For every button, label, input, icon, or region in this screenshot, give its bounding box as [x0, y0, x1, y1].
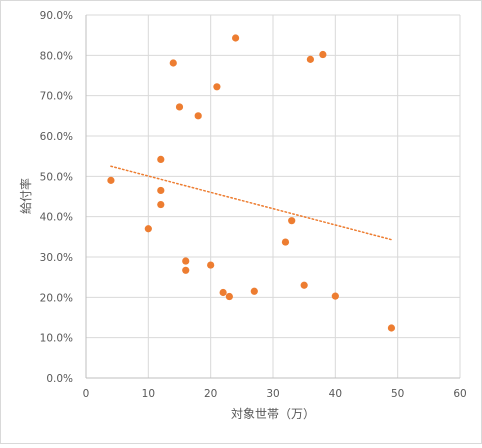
x-tick-label: 40 [329, 388, 342, 400]
data-point [281, 238, 290, 246]
data-point [300, 281, 308, 289]
data-point [225, 292, 233, 301]
data-point [182, 266, 190, 274]
y-axis-title: 給付率 [18, 178, 33, 214]
data-points [107, 34, 396, 332]
data-point [194, 112, 202, 120]
x-tick-label: 60 [453, 388, 466, 400]
x-tick-label: 10 [142, 388, 155, 400]
x-axis-title: 対象世帯（万） [231, 407, 315, 421]
y-tick-label: 0.0% [46, 373, 73, 385]
data-point [144, 225, 152, 233]
x-tick-label: 50 [391, 388, 404, 400]
data-point [157, 200, 165, 209]
data-point [175, 103, 184, 111]
data-point [157, 155, 165, 163]
data-point [387, 324, 396, 332]
y-tick-label: 90.0% [40, 10, 73, 22]
trendline-layer [110, 165, 393, 241]
x-tick-label: 30 [266, 388, 279, 400]
axes [85, 15, 460, 379]
y-tick-label: 70.0% [40, 91, 73, 103]
data-point [107, 176, 115, 184]
y-tick-label: 80.0% [40, 50, 73, 62]
y-tick-label: 20.0% [40, 292, 73, 304]
data-point [182, 257, 190, 265]
gridlines [86, 14, 461, 378]
data-point [219, 288, 227, 297]
data-point [319, 50, 327, 59]
y-tick-label: 30.0% [40, 252, 73, 264]
data-point [169, 59, 177, 67]
data-point [157, 186, 165, 195]
data-point [232, 34, 240, 42]
data-point [306, 55, 314, 63]
x-tick-label: 0 [83, 388, 90, 400]
data-point [250, 287, 258, 295]
y-tick-label: 40.0% [40, 212, 73, 224]
data-point [213, 83, 221, 91]
x-tick-label: 20 [204, 388, 217, 400]
tick-labels: 0.0% 10.0% 20.0% 30.0% 40.0% 50.0% 60.0% 70.0% 8… [40, 10, 467, 400]
data-point [331, 292, 339, 300]
y-tick-label: 50.0% [40, 171, 73, 183]
y-tick-label: 60.0% [40, 131, 73, 143]
trendline [110, 165, 393, 241]
y-tick-label: 10.0% [40, 333, 73, 345]
data-point [288, 217, 296, 225]
data-point [207, 261, 215, 269]
